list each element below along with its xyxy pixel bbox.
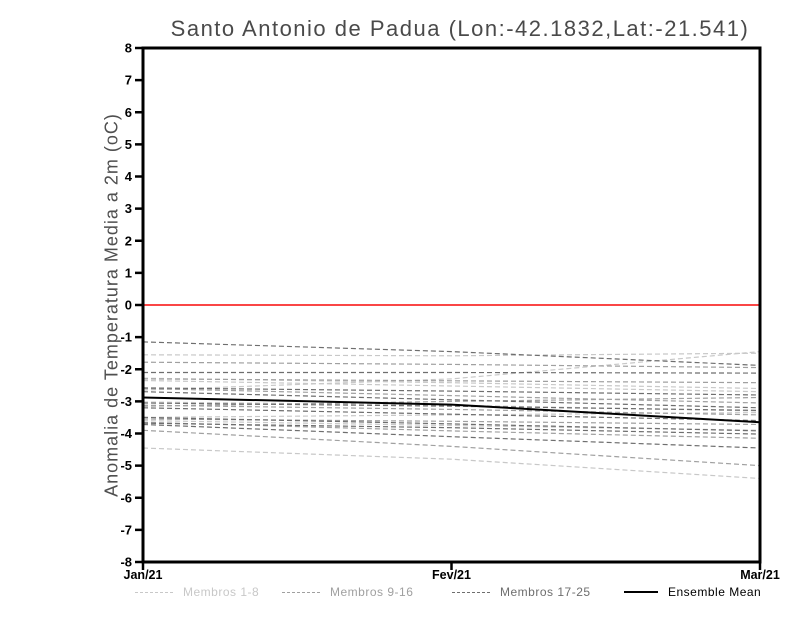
y-tick-label: -7 [120,522,132,537]
y-tick-label: 6 [125,105,132,120]
y-tick-label: -1 [120,330,132,345]
ensemble-member-line [142,351,761,391]
ensemble-member-line [142,341,761,366]
legend-label: Membros 9-16 [330,585,414,599]
ensemble-member-line [142,404,761,416]
ensemble-member-line [142,402,761,411]
ensemble-member-line [142,396,761,407]
ensemble-member-line [142,429,761,467]
y-tick-label: 3 [125,201,132,216]
ensemble-member-line [142,407,761,422]
ensemble-member-line [142,391,761,409]
ensemble-member-line [142,352,761,357]
y-tick-label: 8 [125,41,132,56]
y-tick-label: -4 [120,426,132,441]
legend-dashed-line-swatch [135,591,173,593]
legend-label: Membros 17-25 [500,585,591,599]
chart-title: Santo Antonio de Padua (Lon:-42.1832,Lat… [170,16,750,41]
ensemble-member-line [142,422,761,435]
x-tick-label: Mar/21 [740,568,780,582]
y-tick-label: 5 [125,137,132,152]
y-tick-label: -6 [120,490,132,505]
ensemble-member-line [143,371,761,374]
ensemble-mean-line [142,396,761,424]
x-tick-label: Jan/21 [124,568,163,582]
legend-item: Ensemble Mean [624,583,761,601]
legend-solid-line-swatch [624,591,658,593]
ensemble-member-line [142,423,761,449]
y-tick-label: -5 [120,458,132,473]
y-tick-label: -3 [120,394,132,409]
y-tick-label: 4 [125,169,133,184]
y-tick-label: 7 [125,73,132,88]
y-tick-label: -2 [120,362,132,377]
x-tick-label: Fev/21 [432,568,471,582]
legend-item: Membros 9-16 [282,583,413,601]
ensemble-member-line [142,387,761,404]
y-tick-label: 0 [125,298,132,313]
chart-legend: Membros 1-8 Membros 9-16 Membros 17-25 Ense… [0,583,800,603]
legend-label: Ensemble Mean [668,585,762,599]
ensemble-member-line [142,421,761,439]
ensemble-member-line [142,416,761,432]
ensemble-member-line [142,387,761,396]
y-tick-label: -8 [120,555,132,570]
ensemble-member-line [142,377,761,390]
legend-item: Membros 17-25 [452,583,591,601]
legend-dashed-line-swatch [452,591,490,593]
ensemble-member-line [142,418,761,426]
legend-item: Membros 1-8 [135,583,259,601]
ensemble-member-line [142,379,761,393]
ensemble-member-line [142,447,761,480]
legend-dashed-line-swatch [282,591,320,593]
y-tick-label: 2 [125,233,132,248]
legend-label: Membros 1-8 [183,585,260,599]
ensemble-member-line [142,378,761,384]
ensemble-member-line [142,361,761,369]
y-tick-label: 1 [125,265,132,280]
